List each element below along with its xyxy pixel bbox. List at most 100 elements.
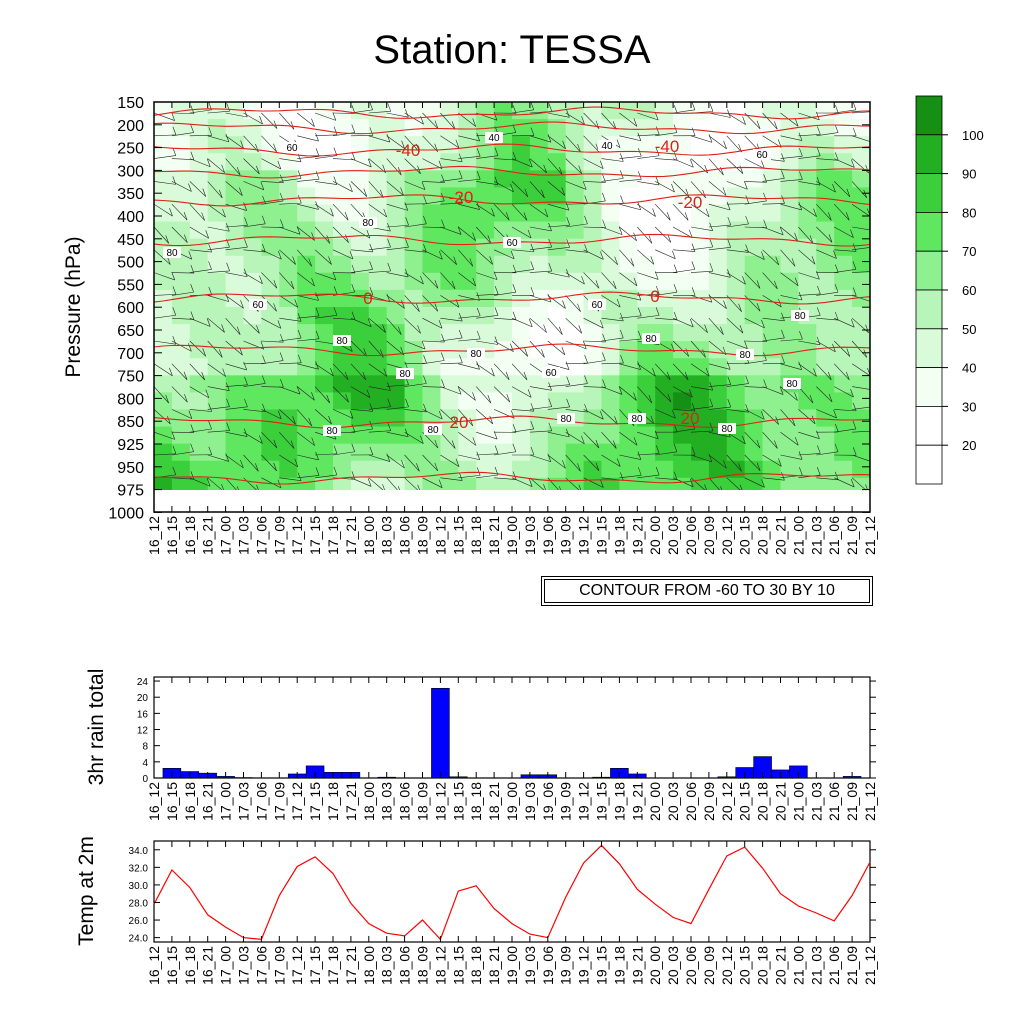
humidity-cell xyxy=(440,136,459,154)
colorbar-box xyxy=(915,211,943,252)
wind-barb xyxy=(529,246,552,251)
humidity-cell xyxy=(171,221,191,240)
pressure-tick-label: 750 xyxy=(117,369,144,386)
wind-barb xyxy=(690,246,713,251)
wind-barb-feather xyxy=(835,264,839,273)
wind-barb-feather xyxy=(472,232,476,241)
humidity-cell xyxy=(171,426,191,445)
wind-barb xyxy=(583,181,606,183)
wind-barb xyxy=(458,272,476,287)
wind-barb-feather xyxy=(654,111,659,121)
humidity-cell xyxy=(297,375,316,394)
wind-barb-feather xyxy=(817,445,821,454)
wind-barb xyxy=(511,386,532,398)
wind-barb-feather xyxy=(530,403,535,412)
humidity-cell xyxy=(154,153,173,171)
wind-barb-feather xyxy=(885,301,888,309)
humidity-cell xyxy=(762,324,782,342)
wind-barb xyxy=(279,226,301,235)
pressure-tick-label: 150 xyxy=(117,95,144,112)
temperature-series xyxy=(153,844,871,941)
humidity-cell xyxy=(691,460,710,479)
humidity-cell xyxy=(762,187,782,206)
humidity-cell xyxy=(565,443,585,462)
wind-barb-feather xyxy=(171,112,175,121)
wind-barb xyxy=(225,246,248,251)
wind-barb-feather xyxy=(240,459,244,469)
pressure-tick-label: 1000 xyxy=(108,505,144,522)
humidity-cell xyxy=(494,102,513,120)
wind-barb xyxy=(207,295,229,302)
wind-barb-feather xyxy=(280,379,284,388)
wind-barb-feather xyxy=(530,127,535,136)
wind-barb xyxy=(458,475,481,479)
wind-barb xyxy=(350,181,367,197)
wind-barb-feather xyxy=(756,439,761,449)
wind-barb xyxy=(458,112,476,127)
wind-barb xyxy=(171,158,194,161)
wind-barb xyxy=(297,363,319,370)
wind-barb xyxy=(798,293,821,296)
time-tick-label: 20_00 xyxy=(647,946,663,985)
time-tick-label: 21_12 xyxy=(862,516,878,555)
wind-barb xyxy=(601,431,617,449)
wind-barb xyxy=(708,454,727,469)
wind-barb xyxy=(476,181,498,186)
wind-barb xyxy=(780,112,799,127)
rain-bar xyxy=(431,688,450,779)
wind-barb xyxy=(798,340,821,346)
humidity-cell xyxy=(798,153,817,171)
wind-barb-feather xyxy=(828,212,832,221)
humidity-cell xyxy=(261,119,280,137)
humidity-cell xyxy=(565,460,585,479)
time-axis-rain: 16_12 16_15 16_18 16_21 17_00 17_03 17_06 17_09… xyxy=(146,677,878,821)
wind-barb-feather xyxy=(798,291,803,301)
humidity-cell xyxy=(619,238,638,257)
wind-barb-feather xyxy=(744,340,748,349)
humidity-cell xyxy=(368,341,388,359)
wind-barb xyxy=(601,112,617,130)
humidity-cell xyxy=(744,443,764,462)
wind-barb-feather xyxy=(691,287,696,296)
wind-barb xyxy=(851,203,870,217)
humidity-cell xyxy=(762,102,782,120)
wind-barb xyxy=(744,477,765,488)
temp-tick-label: 32.0 xyxy=(129,863,149,874)
humidity-cell xyxy=(350,289,370,308)
wind-barb xyxy=(780,226,798,242)
humidity-cell xyxy=(547,289,567,308)
humidity-cell xyxy=(565,204,585,223)
time-tick-label: 20_18 xyxy=(755,782,771,821)
humidity-cell xyxy=(601,153,620,171)
humidity-cell xyxy=(744,289,764,308)
wind-barb-feather xyxy=(566,109,570,118)
wind-barb xyxy=(458,454,480,461)
temperature-contour xyxy=(154,415,870,429)
wind-barb xyxy=(834,386,854,398)
humidity-cell xyxy=(673,409,692,428)
wind-barb xyxy=(243,431,263,444)
wind-barb-feather xyxy=(369,243,374,253)
humidity-cell xyxy=(333,375,352,394)
wind-barb xyxy=(637,386,653,404)
humidity-cell xyxy=(154,255,173,274)
wind-barb xyxy=(458,386,476,401)
time-tick-label: 18_09 xyxy=(415,516,431,555)
humidity-cell xyxy=(601,204,620,223)
wind-barb xyxy=(762,477,785,481)
wind-barb-feather xyxy=(882,327,885,335)
wind-barb-feather xyxy=(400,187,404,196)
wind-barb-feather xyxy=(524,188,529,197)
wind-barb xyxy=(332,203,349,221)
time-tick-label: 20_09 xyxy=(701,782,717,821)
wind-barb-feather xyxy=(297,472,302,481)
wind-barb-feather xyxy=(423,403,427,413)
wind-barb-feather xyxy=(888,361,891,369)
wind-barb xyxy=(368,317,386,333)
wind-barb xyxy=(869,455,870,456)
time-tick-label: 21_06 xyxy=(826,782,842,821)
time-tick-label: 19_12 xyxy=(576,946,592,985)
humidity-cell xyxy=(691,341,710,359)
humidity-cell xyxy=(458,221,477,240)
humidity-cell xyxy=(726,187,746,206)
